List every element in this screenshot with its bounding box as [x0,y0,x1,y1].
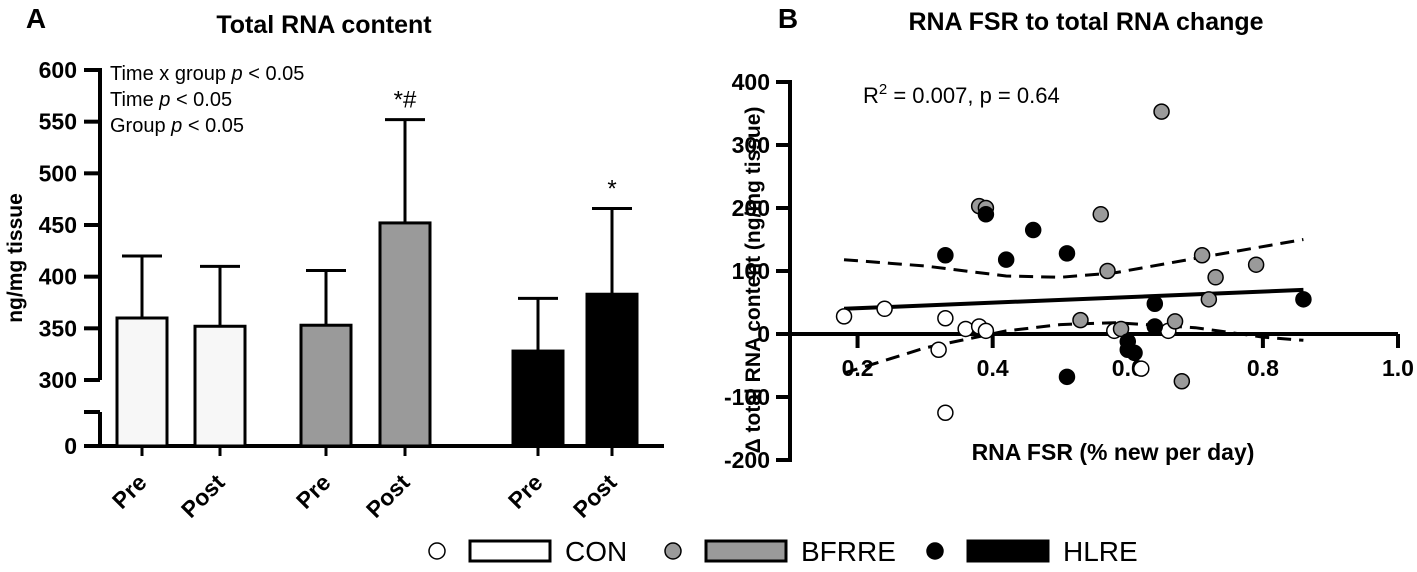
y-tick-label: 500 [39,160,77,186]
confidence-band-upper [843,238,1304,279]
y-tick-label: 0 [64,433,77,459]
legend-marker-con [428,542,446,560]
significance-label: *# [394,87,417,114]
x-tick-label: Post [568,469,622,523]
panel-a-axes: 300 350 400 450 500 550 600 0 [39,57,664,459]
legend-swatch-hlre [966,539,1050,563]
x-tick-label: Pre [107,469,152,514]
point-bfrre [1092,206,1110,223]
point-hlre [1146,295,1164,313]
legend-marker-bfrre [664,542,682,560]
y-tick-label: 550 [39,109,77,135]
point-bfrre [1173,373,1191,390]
point-bfrre [1200,291,1218,308]
x-tick-label: 0.4 [977,355,1009,381]
bar-hlre-post [585,292,639,448]
x-tick-label: Post [361,469,415,523]
panel-a-label: A [26,3,46,34]
point-hlre [1058,368,1076,386]
bar-con-pre [115,316,169,448]
y-tick-label: 350 [39,315,77,341]
point-con [957,320,974,338]
panel-a-stats-annotation: Time x group p < 0.05 Time p < 0.05 Group … [110,63,304,137]
point-hlre [1126,344,1143,362]
point-hlre [1146,318,1164,335]
regression-line [843,287,1304,311]
legend-label-bfrre: BFRRE [801,536,896,567]
y-tick-label: 300 [39,367,77,393]
panel-b-title: RNA FSR to total RNA change [908,8,1263,36]
y-tick-label: 400 [732,69,770,95]
panel-a-bars: Pre Post Pre Post *# Pre Post * [107,87,639,523]
panel-a-title: Total RNA content [216,11,432,39]
panel-b-r2-annotation: R2 = 0.007, p = 0.64 [863,81,1060,108]
point-con [930,341,947,358]
bar-bfrre-pre [299,323,353,448]
legend-swatch-con [468,539,552,563]
point-hlre [1058,245,1076,262]
point-hlre [997,251,1015,268]
point-con [876,300,893,318]
panel-b-xlabel: RNA FSR (% new per day) [972,439,1255,465]
point-hlre [977,206,995,223]
x-tick-label: Post [176,469,230,523]
point-con [835,308,853,325]
x-tick-label: 0.8 [1247,355,1279,381]
point-con [1133,360,1150,377]
y-tick-label: -100 [724,384,770,410]
x-tick-label: Pre [291,469,336,514]
point-bfrre [1099,262,1116,280]
point-bfrre [1247,256,1265,273]
stats-line: Time p < 0.05 [110,89,232,111]
y-tick-label: 300 [732,132,770,158]
bar-bfrre-post [378,221,432,448]
point-bfrre [1207,269,1224,286]
panel-b-plot [835,103,1312,421]
point-bfrre [1166,313,1184,330]
y-tick-label: 0 [757,321,770,347]
point-con [977,322,995,340]
legend: CON BFRRE HLRE [428,536,1138,567]
point-bfrre [1072,311,1089,329]
x-tick-label: Pre [503,469,548,514]
y-tick-label: -200 [724,447,770,473]
y-tick-label: 400 [39,264,77,290]
panel-a-ylabel: ng/mg tissue [4,193,27,323]
y-tick-label: 450 [39,212,77,238]
y-tick-label: 100 [732,258,770,284]
point-hlre [937,247,954,264]
significance-label: * [607,175,616,202]
confidence-band-lower [843,321,1304,375]
legend-marker-hlre [926,542,944,560]
panel-b-label: B [778,3,798,34]
point-bfrre [1112,320,1130,338]
panel-b-ylabel: Δ total RNA content (ng/mg tissue) [742,107,765,454]
point-hlre [1024,221,1042,239]
legend-label-con: CON [565,536,627,567]
x-tick-label: 0.2 [842,355,874,381]
point-con [937,404,954,421]
y-tick-label: 600 [39,57,77,83]
legend-swatch-bfrre [704,539,788,563]
y-tick-label: 200 [732,195,770,221]
x-tick-label: 1.0 [1382,355,1414,381]
point-bfrre [1153,103,1170,120]
stats-line: Time x group p < 0.05 [110,63,304,85]
point-con [937,310,954,327]
point-bfrre [1193,247,1211,264]
point-hlre [1295,291,1312,308]
bar-hlre-pre [511,349,565,448]
legend-label-hlre: HLRE [1063,536,1138,567]
stats-line: Group p < 0.05 [110,115,244,137]
bar-con-post [193,324,247,448]
